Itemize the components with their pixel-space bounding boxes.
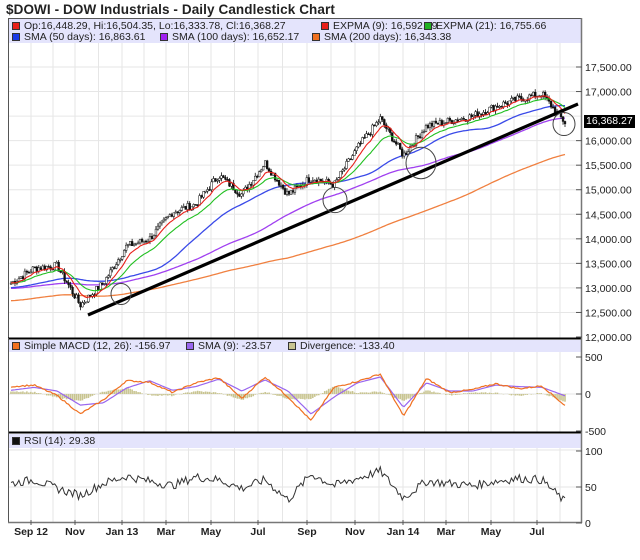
legend-sma50-label: SMA (50 days): 16,863.61 xyxy=(24,31,146,43)
macd-grid xyxy=(9,352,581,432)
legend-divergence: Divergence: -133.40 xyxy=(288,340,395,352)
svg-text:15,000.00: 15,000.00 xyxy=(585,185,632,197)
legend-sma200: SMA (200 days): 16,343.38 xyxy=(312,31,451,43)
rsi-swatch-icon xyxy=(12,437,20,445)
ema21-swatch-icon xyxy=(424,22,432,30)
ohlc-swatch-icon xyxy=(12,22,20,30)
chart-title: $DOWI - DOW Industrials - Daily Candlest… xyxy=(6,2,335,17)
legend-sma50: SMA (50 days): 16,863.61 xyxy=(12,31,145,43)
svg-text:May: May xyxy=(201,526,222,538)
svg-text:100: 100 xyxy=(585,446,603,458)
sma100-swatch-icon xyxy=(160,33,168,41)
legend-macd: Simple MACD (12, 26): -156.97 xyxy=(12,340,170,352)
ema9-swatch-icon xyxy=(321,22,329,30)
legend-rsi-label: RSI (14): 29.38 xyxy=(24,435,96,447)
last-price-marker: 16,368.27 xyxy=(584,115,635,128)
divergence-swatch-icon xyxy=(288,342,296,350)
legend-ohlc: Op:16,448.29, Hi:16,504.35, Lo:16,333.78… xyxy=(12,20,286,32)
svg-text:Jul: Jul xyxy=(529,526,544,538)
legend-signal-label: SMA (9): -23.57 xyxy=(198,340,272,352)
svg-text:12,500.00: 12,500.00 xyxy=(585,307,632,319)
svg-text:17,000.00: 17,000.00 xyxy=(585,87,632,99)
macd-series xyxy=(10,373,566,421)
rsi-series xyxy=(10,465,566,504)
svg-text:13,500.00: 13,500.00 xyxy=(585,258,632,270)
svg-text:13,000.00: 13,000.00 xyxy=(585,283,632,295)
svg-text:Jul: Jul xyxy=(250,526,265,538)
svg-text:Jan 14: Jan 14 xyxy=(387,526,420,538)
svg-text:14,500.00: 14,500.00 xyxy=(585,209,632,221)
legend-macd-label: Simple MACD (12, 26): -156.97 xyxy=(24,340,171,352)
svg-text:Nov: Nov xyxy=(65,526,85,538)
y-axis-macd: 500 0 -500 xyxy=(576,352,606,438)
sma50-swatch-icon xyxy=(12,33,20,41)
main-panel xyxy=(8,18,581,338)
svg-text:16,000.00: 16,000.00 xyxy=(585,136,632,148)
legend-ema21: EXPMA (21): 16,755.66 xyxy=(424,20,546,32)
svg-text:Mar: Mar xyxy=(437,526,456,538)
legend-sma100-label: SMA (100 days): 16,652.17 xyxy=(172,31,300,43)
svg-text:Jan 13: Jan 13 xyxy=(106,526,139,538)
svg-text:50: 50 xyxy=(585,482,597,494)
macd-swatch-icon xyxy=(12,342,20,350)
svg-text:Sep 12: Sep 12 xyxy=(14,526,48,538)
svg-text:17,500.00: 17,500.00 xyxy=(585,62,632,74)
y-axis-rsi: 100 50 0 xyxy=(576,446,603,530)
legend-sma200-label: SMA (200 days): 16,343.38 xyxy=(324,31,452,43)
price-series xyxy=(9,89,579,317)
svg-text:14,000.00: 14,000.00 xyxy=(585,234,632,246)
svg-text:May: May xyxy=(481,526,502,538)
svg-text:15,500.00: 15,500.00 xyxy=(585,160,632,172)
svg-text:Mar: Mar xyxy=(157,526,176,538)
rsi-legend-band xyxy=(9,434,581,448)
x-axis: Sep 12 Nov Jan 13 Mar May Jul Sep Nov Jan 14 Mar M… xyxy=(14,520,545,538)
legend-ema9-label: EXPMA (9): 16,592.29 xyxy=(333,20,438,32)
svg-text:Sep: Sep xyxy=(297,526,316,538)
legend-divergence-label: Divergence: -133.40 xyxy=(300,340,395,352)
sma200-swatch-icon xyxy=(312,33,320,41)
legend-signal: SMA (9): -23.57 xyxy=(186,340,272,352)
svg-text:0: 0 xyxy=(585,518,591,530)
svg-text:Nov: Nov xyxy=(345,526,365,538)
main-legend-band xyxy=(9,19,581,43)
legend-sma100: SMA (100 days): 16,652.17 xyxy=(160,31,299,43)
svg-text:0: 0 xyxy=(585,389,591,401)
svg-text:12,000.00: 12,000.00 xyxy=(585,332,632,344)
legend-ema21-label: EXPMA (21): 16,755.66 xyxy=(436,20,547,32)
legend-ohlc-label: Op:16,448.29, Hi:16,504.35, Lo:16,333.78… xyxy=(24,20,286,32)
legend-ema9: EXPMA (9): 16,592.29 xyxy=(321,20,437,32)
y-axis-main: 17,500.00 17,000.00 16,000.00 15,500.00 15,0… xyxy=(576,62,632,344)
svg-text:500: 500 xyxy=(585,352,603,364)
legend-rsi: RSI (14): 29.38 xyxy=(12,435,95,447)
svg-text:-500: -500 xyxy=(585,426,606,438)
signal-swatch-icon xyxy=(186,342,194,350)
